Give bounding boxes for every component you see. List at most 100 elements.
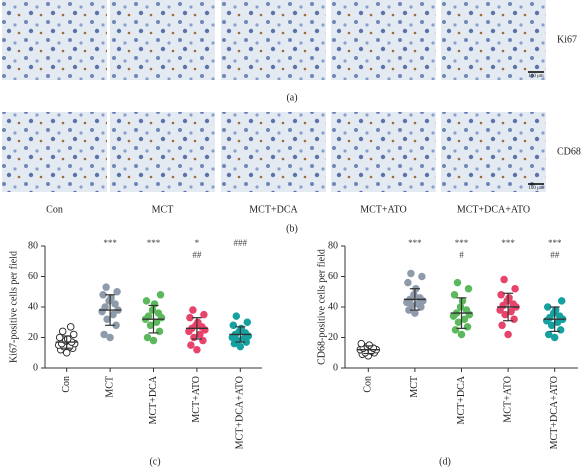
data-point	[556, 326, 565, 334]
micrograph	[331, 112, 436, 192]
data-point	[100, 330, 108, 339]
x-tick-label: Con	[61, 376, 72, 393]
data-point	[103, 315, 111, 323]
y-tick-label: 60	[28, 271, 38, 282]
data-point	[450, 291, 459, 299]
caption: (a)	[286, 92, 297, 103]
micrograph	[221, 112, 326, 192]
caption: (b)	[286, 223, 298, 234]
significance-mark: ***	[455, 238, 469, 248]
y-tick-label: 80	[328, 240, 338, 251]
data-point	[551, 306, 560, 314]
data-point	[500, 275, 508, 284]
y-axis-label: CD68-positive cells per field	[316, 249, 327, 365]
data-point	[509, 300, 517, 308]
data-point	[63, 335, 72, 343]
micrograph	[110, 112, 215, 192]
y-tick-label: 0	[333, 362, 338, 373]
data-point	[407, 269, 415, 278]
y-tick-label: 20	[328, 332, 338, 343]
data-point	[111, 300, 119, 308]
data-point	[505, 294, 513, 302]
significance-mark: ##	[550, 250, 560, 260]
micrograph	[331, 0, 436, 80]
data-point	[236, 342, 245, 351]
data-point	[511, 284, 519, 293]
data-point	[229, 321, 238, 330]
data-point	[107, 294, 115, 302]
data-point	[149, 336, 158, 345]
data-point	[143, 333, 152, 342]
caption: (d)	[439, 456, 451, 467]
data-point	[463, 323, 472, 331]
data-point	[365, 341, 374, 349]
data-point	[101, 303, 109, 311]
data-point	[418, 272, 426, 281]
data-point	[243, 318, 252, 327]
data-point	[411, 309, 419, 317]
data-point	[504, 330, 512, 339]
micrograph	[441, 0, 546, 80]
data-point	[148, 306, 157, 314]
data-point	[544, 330, 553, 339]
data-point	[458, 297, 467, 305]
micrograph	[2, 0, 107, 80]
data-point	[464, 284, 473, 293]
data-point	[150, 300, 159, 308]
data-point	[154, 309, 163, 317]
data-point	[550, 333, 559, 342]
data-point	[189, 306, 197, 314]
x-tick-label: MCT+DCA	[456, 375, 467, 424]
data-point	[142, 297, 151, 305]
data-point	[451, 326, 460, 334]
data-point	[146, 321, 155, 330]
data-point	[156, 291, 165, 299]
data-point	[113, 288, 121, 296]
data-point	[55, 333, 64, 342]
significance-mark: ***	[501, 238, 515, 248]
row-label: Ki67	[557, 34, 577, 45]
y-axis-label: Ki67-positive cells per field	[8, 251, 19, 363]
y-tick-label: 80	[28, 240, 38, 251]
data-point	[237, 324, 246, 333]
y-tick-label: 0	[33, 362, 38, 373]
micrograph	[110, 0, 215, 80]
data-point	[199, 336, 207, 345]
data-point	[106, 333, 114, 342]
significance-mark: ***	[548, 238, 562, 248]
scale-bar-label: 100 μm	[528, 74, 543, 79]
x-tick-label: MCT	[409, 376, 420, 398]
group-label: Con	[46, 204, 63, 215]
data-point	[62, 349, 71, 357]
significance-mark: ***	[408, 238, 422, 248]
significance-mark: ###	[234, 238, 248, 248]
data-point	[410, 291, 418, 299]
significance-mark: *	[195, 238, 200, 248]
data-point	[193, 345, 201, 354]
data-point	[498, 321, 506, 330]
significance-mark: ***	[103, 238, 117, 248]
micrograph	[221, 0, 326, 80]
group-label: MCT+ATO	[360, 204, 407, 215]
micrograph	[2, 112, 107, 192]
data-point	[232, 312, 241, 320]
data-point	[557, 297, 566, 305]
y-tick-label: 60	[328, 271, 338, 282]
data-point	[58, 327, 67, 336]
data-point	[497, 291, 505, 299]
data-point	[102, 283, 110, 291]
data-point	[69, 330, 78, 339]
data-point	[194, 318, 202, 327]
data-point	[510, 315, 518, 323]
row-label: CD68	[557, 146, 581, 157]
data-point	[453, 278, 462, 287]
group-label: MCT	[152, 204, 174, 215]
data-point	[155, 327, 164, 336]
x-tick-label: MCT+DCA+ATO	[235, 376, 246, 449]
data-point	[190, 333, 198, 342]
data-point	[404, 278, 412, 287]
significance-mark: ***	[147, 238, 161, 248]
data-point	[456, 303, 465, 311]
data-point	[66, 323, 75, 331]
